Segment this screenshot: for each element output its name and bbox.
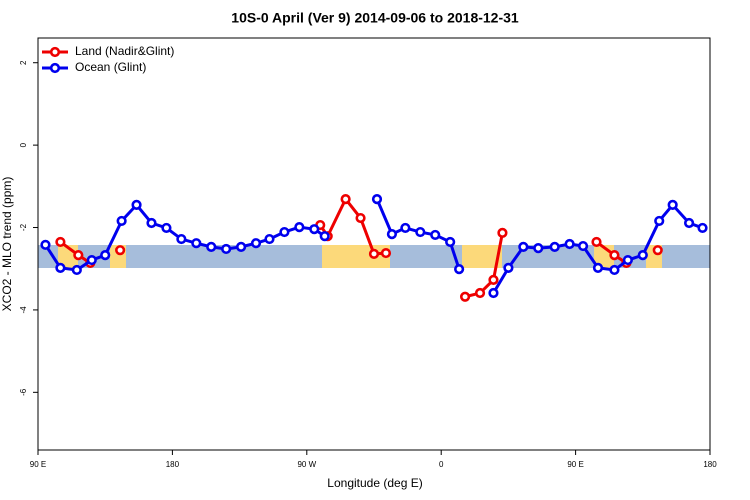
data-point	[55, 236, 66, 248]
data-point	[488, 274, 499, 285]
data-point	[683, 217, 695, 229]
data-point	[564, 238, 575, 250]
x-tick-label: 90 E	[567, 460, 583, 469]
data-point	[86, 254, 97, 266]
legend-label: Ocean (Glint)	[75, 60, 146, 74]
plot-frame	[37, 37, 711, 451]
data-point	[250, 238, 262, 249]
data-point	[115, 245, 126, 256]
data-point	[55, 262, 66, 273]
data-point	[652, 245, 663, 256]
data-point	[577, 240, 589, 252]
data-point	[146, 217, 157, 229]
x-tick-label: 90 E	[30, 460, 46, 469]
land-region	[322, 245, 390, 268]
data-point	[371, 193, 383, 205]
data-point	[697, 222, 708, 234]
data-point	[430, 229, 441, 241]
x-axis-label: Longitude (deg E)	[327, 476, 422, 490]
data-point	[415, 226, 426, 238]
x-tick-label: 180	[703, 460, 717, 469]
y-tick-label: -6	[19, 388, 28, 396]
y-tick-label: -4	[19, 306, 28, 314]
data-point	[488, 287, 499, 299]
data-point	[474, 287, 486, 299]
data-point	[116, 215, 127, 227]
data-point	[355, 212, 366, 224]
x-tick-label: 0	[439, 460, 444, 469]
y-tick-label: 2	[19, 60, 28, 65]
data-point	[667, 199, 678, 210]
data-point	[637, 250, 648, 261]
data-point	[533, 243, 544, 254]
data-point	[503, 262, 514, 273]
data-point	[131, 199, 142, 210]
data-point	[518, 241, 529, 252]
data-point	[445, 236, 456, 248]
data-point	[654, 215, 665, 227]
data-point	[206, 241, 217, 252]
data-point	[549, 241, 560, 252]
data-point	[40, 239, 51, 250]
data-point	[591, 236, 602, 248]
chart-title: 10S-0 April (Ver 9) 2014-09-06 to 2018-1…	[231, 10, 519, 26]
legend-label: Land (Nadir&Glint)	[75, 44, 174, 58]
data-point	[71, 264, 82, 276]
x-tick-label: 90 W	[297, 460, 316, 469]
legend-marker	[49, 46, 61, 58]
data-point	[497, 227, 508, 238]
data-point	[176, 233, 187, 245]
y-tick-label: 0	[19, 142, 28, 147]
data-point	[319, 231, 330, 242]
y-tick-label: -2	[19, 223, 28, 231]
data-point	[279, 226, 290, 238]
y-axis-label: XCO2 - MLO trend (ppm)	[0, 177, 14, 312]
data-point	[592, 262, 604, 273]
data-point	[221, 243, 232, 255]
data-point	[386, 229, 398, 240]
data-point	[161, 222, 172, 234]
data-point	[294, 222, 305, 233]
data-point	[609, 250, 620, 261]
data-point	[191, 238, 202, 249]
data-point	[459, 291, 471, 302]
data-point	[454, 264, 465, 275]
data-point	[400, 222, 411, 234]
data-point	[368, 248, 380, 259]
data-point	[100, 250, 111, 261]
land-region	[462, 245, 502, 268]
data-point	[609, 264, 620, 276]
land-region	[58, 245, 78, 268]
data-point	[264, 233, 275, 245]
data-point	[235, 241, 247, 252]
data-point	[622, 254, 633, 266]
data-point	[380, 247, 392, 259]
data-point	[340, 193, 351, 205]
legend-marker	[49, 62, 61, 74]
data-point	[73, 250, 84, 261]
data-point	[309, 224, 320, 235]
x-tick-label: 180	[166, 460, 180, 469]
